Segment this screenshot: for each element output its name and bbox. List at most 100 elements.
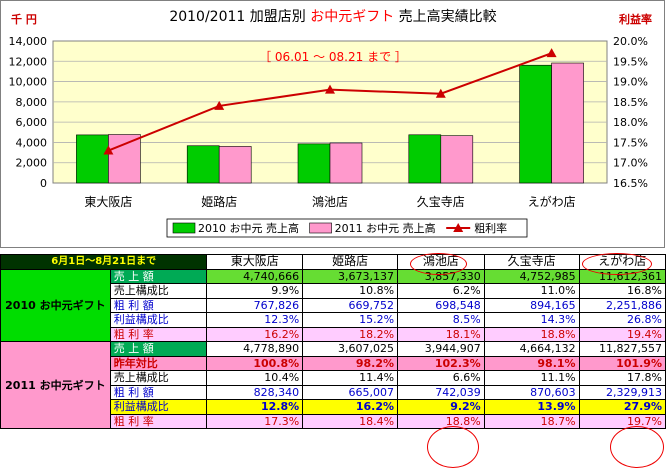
table-cell: 3,944,907 <box>397 341 485 357</box>
table-cell: 13.9% <box>483 399 580 415</box>
row-label: 売上構成比 <box>109 370 208 386</box>
chart-title: 2010/2011 加盟店別 お中元ギフト 売上高実績比較 <box>169 8 496 25</box>
bar-2010 <box>186 145 220 184</box>
bar-2011 <box>108 134 141 184</box>
chart-title-highlight: お中元ギフト <box>310 9 394 25</box>
row-label: 粗 利 額 <box>109 384 208 400</box>
table-cell: 10.8% <box>302 283 399 299</box>
x-tick-label: 東大阪店 <box>84 195 132 209</box>
table-row: 粗 利 率 16.2% 18.2% 18.1% 18.8% 19.4% <box>1 326 666 342</box>
table-cell: 18.7% <box>483 413 580 429</box>
table-cell: 11,827,557 <box>578 341 666 357</box>
x-tick-label: えがわ店 <box>528 194 576 209</box>
table-cell: 8.5% <box>397 312 485 328</box>
table-cell: 19.7% <box>578 413 666 429</box>
table-cell: 17.3% <box>206 413 304 429</box>
legend-label: 粗利率 <box>474 221 507 235</box>
y-tick-label: 12,000 <box>9 55 48 68</box>
gross-margin-marker <box>325 84 335 94</box>
table-cell: 16.2% <box>206 326 304 342</box>
store-header: 姫路店 <box>302 254 399 270</box>
y-tick-label: 10,000 <box>9 76 48 89</box>
group-label: 2010 お中元ギフト <box>0 268 111 342</box>
combo-chart: 2010/2011 加盟店別 お中元ギフト 売上高実績比較 千 円 利益率 0 2,00… <box>9 8 652 238</box>
y2-tick-label: 17.0% <box>613 157 648 170</box>
table-cell: 11.1% <box>483 370 580 386</box>
legend-swatch <box>309 222 332 234</box>
y2-tick-label: 18.5% <box>613 96 648 109</box>
legend-label: 2010 お中元 売上高 <box>198 221 299 235</box>
table-cell: 4,664,132 <box>483 341 580 357</box>
x-tick-label: 久宝寺店 <box>417 195 465 209</box>
bar-2011 <box>329 142 363 184</box>
table-row: 粗 利 率 17.3% 18.4% 18.8% 18.7% 19.7% <box>1 413 666 429</box>
table-cell: 870,603 <box>483 384 580 400</box>
y2-tick-label: 19.5% <box>613 55 648 68</box>
row-label: 売 上 額 <box>109 268 208 284</box>
table-cell: 3,607,025 <box>302 341 399 357</box>
y2-tick-label: 16.5% <box>613 177 648 190</box>
table-cell: 665,007 <box>302 384 399 400</box>
table-cell: 17.8% <box>578 370 666 386</box>
table-cell: 12.3% <box>206 312 304 328</box>
left-axis-unit: 千 円 <box>11 12 37 26</box>
table-cell: 11.0% <box>483 283 580 299</box>
sales-comparison-table: 6月1日～8月21日まで 東大阪店 姫路店 鴻池店 久宝寺店 えがわ店 2010 お中元ギフ… <box>0 254 666 429</box>
table-row: 粗 利 額 767,826 669,752 698,548 894,165 2,251,8… <box>1 297 666 313</box>
table-cell: 15.2% <box>302 312 399 328</box>
table-row: 2010 お中元ギフト売 上 額 4,740,666 3,673,137 3,857,… <box>0 268 666 342</box>
table-cell: 98.2% <box>302 355 399 371</box>
row-label: 粗 利 率 <box>109 326 208 342</box>
highlight-circle <box>427 426 479 468</box>
bar-2011 <box>218 146 252 184</box>
chart-panel: 2010/2011 加盟店別 お中元ギフト 売上高実績比較 千 円 利益率 0 2,00… <box>0 0 665 248</box>
gross-margin-marker <box>435 88 446 98</box>
table-cell: 4,752,985 <box>483 268 580 284</box>
table-cell: 3,857,330 <box>397 268 485 284</box>
table-cell: 18.1% <box>397 326 485 342</box>
y-tick-label: 6,000 <box>16 116 48 129</box>
bar-2011 <box>551 62 584 184</box>
bar-2011 <box>440 135 474 184</box>
table-cell: 669,752 <box>302 297 399 313</box>
y-tick-label: 8,000 <box>16 96 48 109</box>
table-cell: 18.8% <box>483 326 580 342</box>
table-cell: 18.8% <box>397 413 485 429</box>
table-cell: 18.4% <box>302 413 399 429</box>
table-cell: 14.3% <box>483 312 580 328</box>
table-row: 2011 お中元ギフト売 上 額 4,778,890 3,607,025 3,944,… <box>0 341 666 429</box>
table-cell: 11,612,361 <box>578 268 666 284</box>
table-cell: 98.1% <box>483 355 580 371</box>
legend-swatch <box>172 222 196 234</box>
bar-2010 <box>519 64 552 184</box>
store-header: えがわ店 <box>578 254 666 270</box>
table-cell: 101.9% <box>578 355 666 371</box>
bar-2010 <box>408 134 442 184</box>
table-corner-label: 6月1日～8月21日まで <box>0 254 208 270</box>
bar-2010 <box>297 143 331 184</box>
table-cell: 6.2% <box>397 283 485 299</box>
x-tick-label: 鴻池店 <box>312 195 348 209</box>
table-cell: 4,740,666 <box>206 268 304 284</box>
gross-margin-marker <box>546 48 557 58</box>
y2-tick-label: 20.0% <box>613 35 648 48</box>
row-label: 昨年対比 <box>109 355 208 371</box>
table-cell: 6.6% <box>397 370 485 386</box>
table-cell: 102.3% <box>397 355 485 371</box>
y-tick-label: 0 <box>40 177 47 190</box>
table-cell: 16.8% <box>578 283 666 299</box>
table-cell: 3,673,137 <box>302 268 399 284</box>
store-header: 東大阪店 <box>206 254 304 270</box>
table-cell: 9.2% <box>397 399 485 415</box>
table-cell: 18.2% <box>302 326 399 342</box>
period-label: ［ 06.01 ～ 08.21 まで ］ <box>259 50 407 64</box>
table-cell: 698,548 <box>397 297 485 313</box>
legend-box <box>166 218 528 238</box>
table-cell: 4,778,890 <box>206 341 304 357</box>
chart-title-suffix: 売上高実績比較 <box>394 8 496 25</box>
legend-label: 2011 お中元 売上高 <box>335 221 436 235</box>
row-label: 利益構成比 <box>109 312 208 328</box>
right-axis-unit: 利益率 <box>619 12 652 26</box>
table-cell: 2,251,886 <box>578 297 666 313</box>
table-cell: 19.4% <box>578 326 666 342</box>
